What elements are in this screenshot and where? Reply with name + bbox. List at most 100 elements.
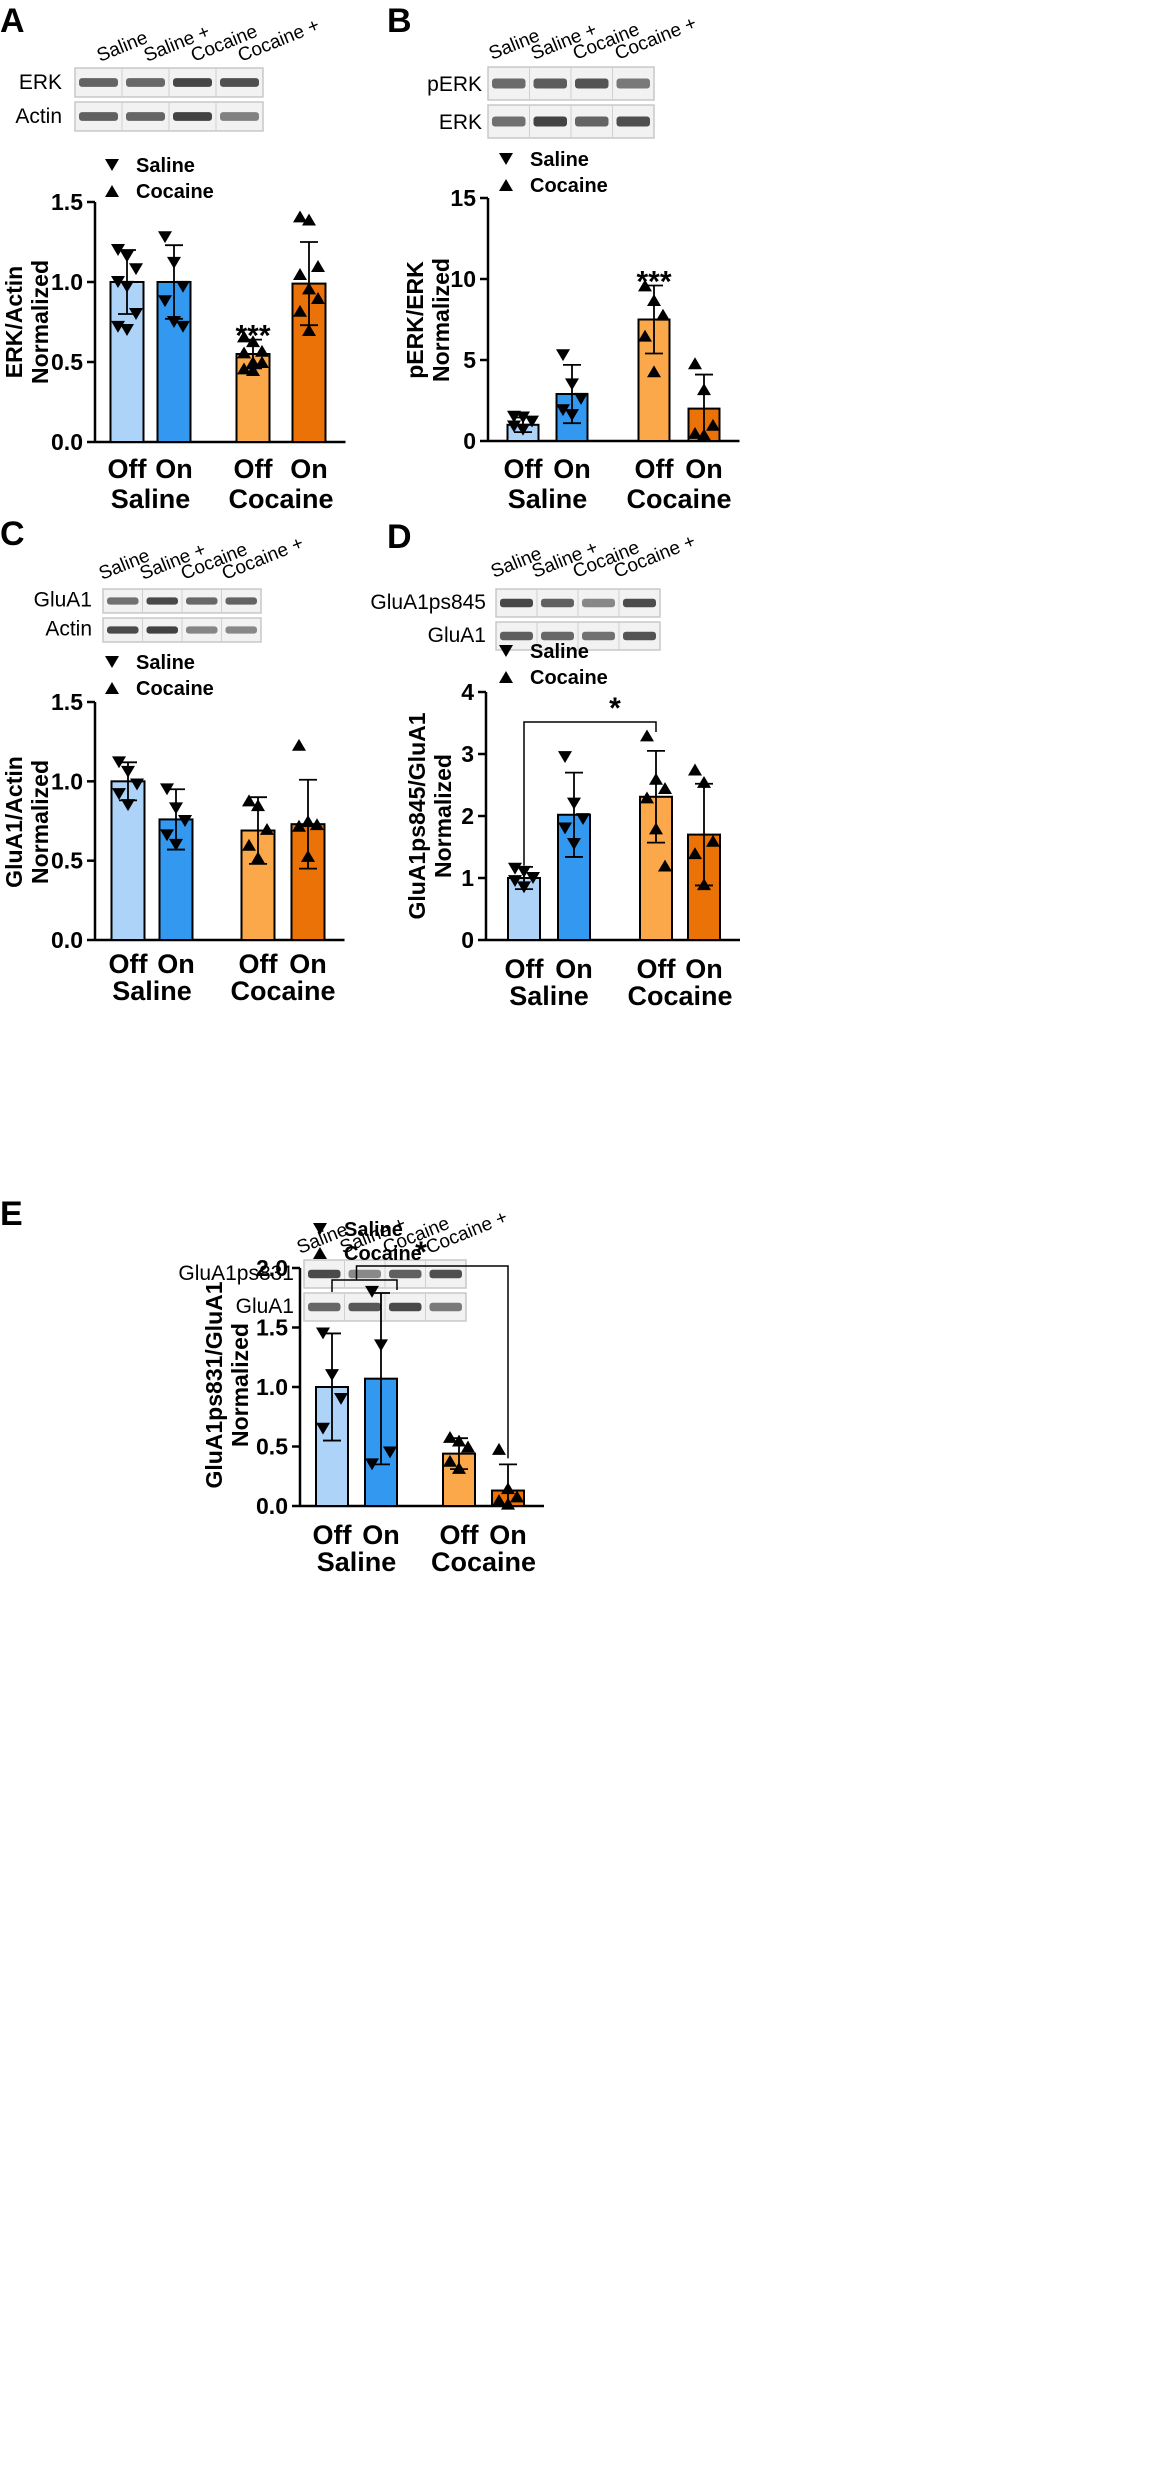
blot-row-label: pERK <box>427 73 482 96</box>
data-point <box>112 788 126 800</box>
data-point <box>558 822 572 835</box>
data-point <box>492 1494 506 1506</box>
data-point <box>565 378 579 391</box>
legend-saline-marker <box>313 1223 327 1235</box>
blot-band <box>220 78 259 87</box>
blot-band <box>348 1302 381 1312</box>
legend-saline-label: Saline <box>344 1219 403 1241</box>
data-point <box>160 829 174 842</box>
data-point <box>111 244 125 256</box>
blot-row-label: ERK <box>439 111 482 134</box>
y-tick-label: 1.5 <box>51 189 83 215</box>
legend-saline-label: Saline <box>530 149 589 171</box>
data-point <box>242 838 256 851</box>
data-point <box>301 815 315 827</box>
data-point <box>246 356 260 368</box>
data-point <box>452 1434 466 1447</box>
blot-band <box>533 116 567 127</box>
data-point <box>638 279 652 292</box>
group-label: Saline <box>317 1547 397 1577</box>
blot-band <box>389 1269 422 1279</box>
blot-band <box>616 116 650 127</box>
y-axis-label: Normalized <box>227 1323 253 1447</box>
data-point <box>255 356 269 368</box>
x-category-label: On <box>155 454 193 484</box>
blot-band <box>107 597 139 605</box>
y-tick-label: 0.0 <box>256 1493 288 1519</box>
group-label: Saline <box>112 976 192 1006</box>
blot-band <box>308 1302 341 1312</box>
data-point <box>169 802 183 815</box>
data-point <box>169 838 183 851</box>
data-point <box>649 822 663 835</box>
blot-row-label: GluA1ps845 <box>370 591 486 614</box>
blot-band <box>146 597 178 605</box>
data-point <box>251 799 265 812</box>
x-category-label: Off <box>109 949 149 979</box>
panel-letter: D <box>387 518 412 556</box>
y-tick-label: 0.5 <box>256 1434 288 1460</box>
legend-cocaine-label: Cocaine <box>136 678 214 700</box>
data-point <box>310 818 324 831</box>
significance-marker: *** <box>636 265 671 298</box>
legend-cocaine-label: Cocaine <box>136 181 214 203</box>
data-point <box>452 1461 466 1474</box>
y-tick-label: 1 <box>461 865 474 891</box>
blot-band <box>173 78 212 87</box>
data-point <box>120 280 134 293</box>
data-point <box>526 872 540 884</box>
x-category-label: Off <box>505 954 545 984</box>
blot-band <box>225 626 257 634</box>
data-point <box>167 256 181 269</box>
data-point <box>293 304 307 317</box>
y-tick-label: 2 <box>461 803 474 829</box>
data-point <box>492 1442 506 1455</box>
data-point <box>293 210 307 223</box>
data-point <box>688 426 702 439</box>
legend-saline-marker <box>105 656 119 668</box>
data-point <box>251 851 265 864</box>
y-tick-label: 15 <box>450 185 476 211</box>
data-point <box>292 738 306 751</box>
data-point <box>365 1458 379 1471</box>
data-point <box>640 729 654 742</box>
data-point <box>334 1392 348 1405</box>
x-category-label: Off <box>239 949 279 979</box>
data-point <box>508 875 522 888</box>
y-tick-label: 4 <box>461 679 474 705</box>
legend-cocaine-label: Cocaine <box>344 1243 422 1265</box>
data-point <box>246 335 260 348</box>
data-point <box>158 295 172 308</box>
blot-band <box>492 78 526 89</box>
blot-band <box>389 1302 422 1312</box>
y-tick-label: 1.0 <box>51 768 83 794</box>
blot-band <box>220 112 259 121</box>
x-category-label: Off <box>313 1520 353 1550</box>
data-point <box>567 797 581 810</box>
blot-band <box>79 78 118 87</box>
data-point <box>130 778 144 791</box>
data-point <box>301 849 315 862</box>
group-label: Saline <box>111 484 191 514</box>
data-point <box>443 1454 457 1467</box>
data-point <box>129 263 143 276</box>
x-category-label: On <box>553 454 591 484</box>
bar <box>507 877 541 941</box>
data-point <box>374 1339 388 1352</box>
data-point <box>167 316 181 328</box>
y-tick-label: 1.5 <box>51 689 83 715</box>
data-point <box>120 324 134 336</box>
y-tick-label: 1.5 <box>256 1315 288 1341</box>
data-point <box>649 772 663 785</box>
blot-band <box>146 626 178 634</box>
legend-saline-label: Saline <box>530 641 589 663</box>
data-point <box>160 783 174 796</box>
blot-band <box>186 597 218 605</box>
data-point <box>158 231 172 244</box>
y-tick-label: 0 <box>461 927 474 953</box>
blot-band <box>492 116 526 127</box>
data-point <box>507 420 521 433</box>
